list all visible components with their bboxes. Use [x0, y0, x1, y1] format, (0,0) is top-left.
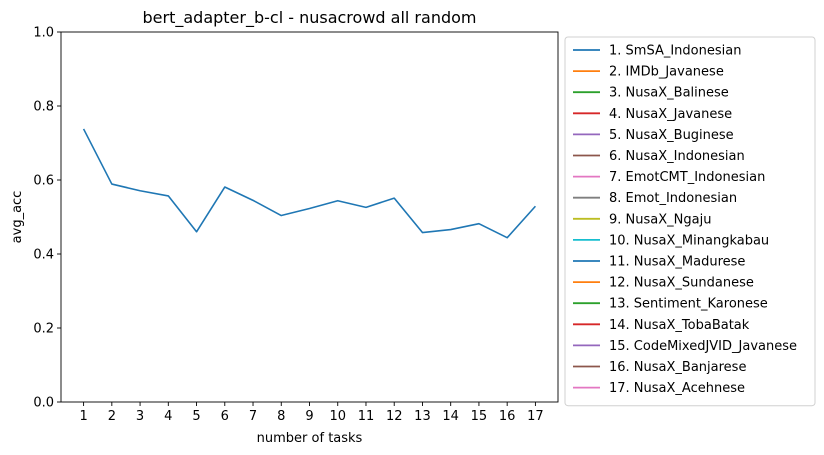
legend-label: 2. IMDb_Javanese [609, 65, 724, 80]
x-tick-label: 11 [358, 409, 375, 424]
x-tick-label: 7 [249, 409, 257, 424]
legend-label: 5. NusaX_Buginese [609, 128, 734, 143]
y-tick-label: 0.6 [33, 174, 54, 189]
x-tick-label: 4 [164, 409, 172, 424]
x-tick-label: 12 [386, 409, 403, 424]
x-tick-label: 1 [79, 409, 87, 424]
x-tick-label: 14 [442, 409, 459, 424]
legend-label: 9. NusaX_Ngaju [609, 212, 711, 227]
legend-label: 12. NusaX_Sundanese [609, 276, 754, 291]
legend-label: 3. NusaX_Balinese [609, 86, 729, 101]
legend-label: 11. NusaX_Madurese [609, 255, 745, 270]
x-tick-label: 13 [414, 409, 431, 424]
x-tick-label: 10 [329, 409, 346, 424]
y-axis-label: avg_acc [10, 191, 25, 244]
x-tick-label: 17 [527, 409, 544, 424]
y-tick-label: 0.4 [33, 248, 54, 263]
y-tick-label: 0.2 [33, 322, 54, 337]
legend-label: 16. NusaX_Banjarese [609, 360, 746, 375]
y-tick-label: 0.8 [33, 100, 54, 115]
x-tick-label: 8 [277, 409, 285, 424]
legend-label: 1. SmSA_Indonesian [609, 44, 741, 59]
legend-label: 8. Emot_Indonesian [609, 191, 737, 206]
legend-box [564, 36, 816, 407]
chart-title: bert_adapter_b-cl - nusacrowd all random [143, 8, 477, 28]
legend-label: 15. CodeMixedJVID_Javanese [609, 339, 797, 354]
x-axis-label: number of tasks [257, 431, 363, 446]
x-tick-label: 16 [499, 409, 516, 424]
legend-label: 6. NusaX_Indonesian [609, 149, 745, 164]
x-tick-label: 2 [108, 409, 116, 424]
legend-label: 10. NusaX_Minangkabau [609, 233, 769, 248]
legend-label: 4. NusaX_Javanese [609, 107, 732, 122]
y-tick-label: 0.0 [33, 396, 54, 411]
x-tick-label: 9 [305, 409, 313, 424]
x-tick-label: 15 [471, 409, 488, 424]
legend-label: 7. EmotCMT_Indonesian [609, 170, 765, 185]
plot-frame [60, 31, 559, 403]
x-tick-label: 6 [221, 409, 229, 424]
x-tick-label: 5 [192, 409, 200, 424]
legend-label: 17. NusaX_Acehnese [609, 381, 745, 396]
legend-label: 13. Sentiment_Karonese [609, 297, 768, 312]
y-tick-label: 1.0 [33, 26, 54, 41]
series-line-1 [82, 128, 537, 239]
x-tick-label: 3 [136, 409, 144, 424]
legend-label: 14. NusaX_TobaBatak [609, 318, 750, 333]
